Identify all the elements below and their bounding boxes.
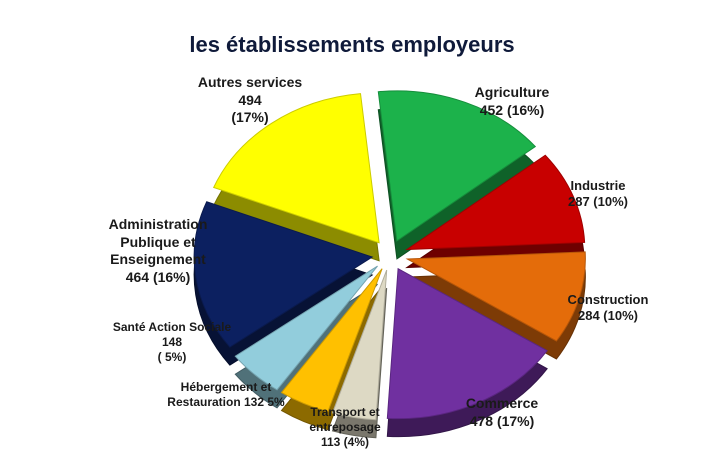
pie-slice-h-bergement-et-restauration xyxy=(280,268,383,413)
slice-label-line: Transport et xyxy=(310,405,380,419)
slice-label-line: 284 (10%) xyxy=(578,308,638,324)
slice-label-line: Construction xyxy=(567,292,649,307)
pie-slice-autres-services xyxy=(212,93,380,244)
slice-label: Santé Action Sociale 148( 5%) xyxy=(113,320,231,365)
slice-label: Agriculture 452 (16%) xyxy=(475,84,550,119)
slice-label-line: Enseignement xyxy=(110,251,206,267)
slice-label-line: Autres services xyxy=(197,74,303,90)
pie-slice-agriculture xyxy=(377,90,537,242)
slice-label: Commerce 478 (17%) xyxy=(466,395,538,430)
slice-label-line: (17%) xyxy=(231,109,269,125)
slice-label: Industrie 287 (10%) xyxy=(568,178,628,211)
slice-label-line: Agriculture xyxy=(474,84,550,100)
pie-slice-industrie xyxy=(405,154,586,251)
slice-label-line: 287 (10%) xyxy=(568,194,628,210)
slice-label-line: 494 xyxy=(238,91,262,108)
slice-label-line: Publique et xyxy=(120,233,196,250)
chart-title: les établissements employeurs xyxy=(189,32,515,57)
slice-label-line: Restauration 132 5% xyxy=(167,395,285,409)
pie-slice-sant-action-sociale xyxy=(234,265,378,391)
slice-label: Hébergement et Restauration 132 5% xyxy=(167,380,284,410)
slice-label-line: Hébergement et xyxy=(180,380,272,394)
slice-label-line: Administration xyxy=(108,216,208,232)
pie-slice-construction xyxy=(405,251,586,342)
slice-label-line: 148 xyxy=(161,335,183,349)
slice-label-line: Santé Action Sociale xyxy=(112,320,232,334)
slice-label-line: 113 (4%) xyxy=(320,435,370,449)
slice-label: Construction 284 (10%) xyxy=(568,292,649,325)
slice-label-line: 478 (17%) xyxy=(469,412,535,429)
slice-label-line: 464 (16%) xyxy=(125,268,191,285)
slice-label: Administration Publique et Enseignement 464… xyxy=(109,216,208,286)
slice-label-line: ( 5%) xyxy=(157,350,187,364)
pie-slice-tops xyxy=(193,90,586,421)
pie-slice-administration-publique-et-enseignement xyxy=(193,201,374,348)
slice-label-line: 452 (16%) xyxy=(479,101,545,118)
slice-label-line: Industrie xyxy=(570,178,626,193)
slice-label-line: entreposage xyxy=(309,420,381,434)
pie-slice-transport-et-entreposage xyxy=(331,269,388,421)
slice-label-line: Commerce xyxy=(465,395,539,411)
slice-label: Autres services 494 (17%) xyxy=(198,74,302,127)
slice-label: Transport et entreposage 113 (4%) xyxy=(309,405,380,450)
pie-slice-commerce xyxy=(386,267,548,420)
